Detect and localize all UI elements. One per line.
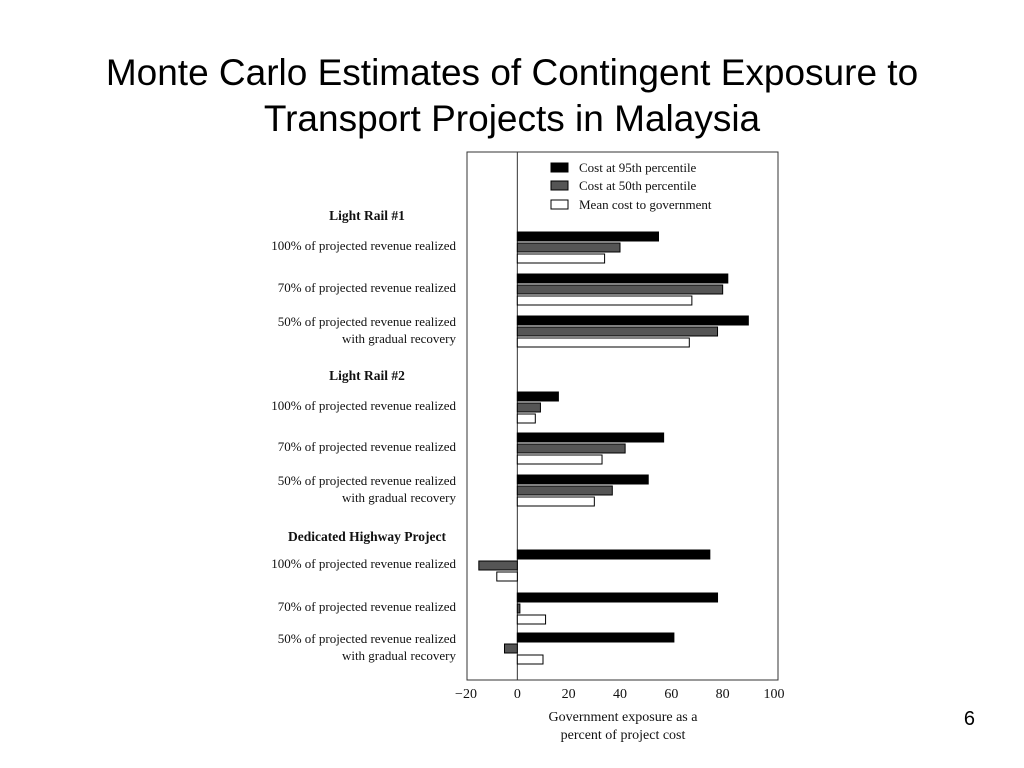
- x-axis-label-line-1: Government exposure as a: [549, 710, 699, 725]
- bar: [516, 454, 603, 465]
- category-label: with gradual recovery: [342, 331, 457, 346]
- legend-label: Cost at 95th percentile: [579, 160, 697, 175]
- x-tick-label: −20: [455, 687, 477, 702]
- category-label: 50% of projected revenue realized: [278, 631, 457, 646]
- bar: [516, 284, 724, 295]
- legend-label: Cost at 50th percentile: [579, 178, 697, 193]
- bar: [496, 571, 518, 582]
- slide-title-line-2: Transport Projects in Malaysia: [263, 98, 761, 139]
- category-label: 100% of projected revenue realized: [271, 398, 456, 413]
- bar: [504, 643, 518, 654]
- bar: [516, 242, 621, 253]
- category-label: 100% of projected revenue realized: [271, 238, 456, 253]
- x-tick-label: 40: [613, 687, 627, 702]
- x-tick-label: 20: [562, 687, 576, 702]
- category-label: 70% of projected revenue realized: [278, 280, 457, 295]
- bar: [478, 560, 518, 571]
- slide-title: Monte Carlo Estimates of Contingent Expo…: [0, 50, 1024, 142]
- category-label: 70% of projected revenue realized: [278, 599, 457, 614]
- bar: [516, 443, 626, 454]
- plot-frame: [466, 151, 779, 681]
- category-label: 50% of projected revenue realized: [278, 314, 457, 329]
- legend-swatch: [550, 162, 569, 173]
- category-label: 70% of projected revenue realized: [278, 439, 457, 454]
- bar: [516, 592, 719, 603]
- x-tick-label: 0: [514, 687, 521, 702]
- bar: [516, 496, 595, 507]
- group-header: Light Rail #2: [329, 368, 405, 383]
- group-header: Light Rail #1: [329, 208, 405, 223]
- x-axis-label-line-2: percent of project cost: [561, 728, 686, 743]
- bar: [516, 337, 690, 348]
- category-label: 100% of projected revenue realized: [271, 556, 456, 571]
- bar: [516, 402, 541, 413]
- page-number: 6: [963, 708, 975, 730]
- bar: [516, 273, 729, 284]
- bar: [516, 231, 659, 242]
- bar: [516, 549, 711, 560]
- bar: [516, 485, 613, 496]
- x-tick-label: 80: [716, 687, 730, 702]
- bar: [516, 253, 606, 264]
- category-label: with gradual recovery: [342, 490, 457, 505]
- bar: [516, 315, 749, 326]
- group-header: Dedicated Highway Project: [288, 529, 446, 544]
- bar: [516, 603, 521, 614]
- bar: [516, 326, 719, 337]
- bar: [516, 391, 559, 402]
- legend-swatch: [550, 180, 569, 191]
- bar: [516, 614, 547, 625]
- bar: [516, 432, 665, 443]
- bar: [516, 654, 544, 665]
- bar: [516, 413, 536, 424]
- legend-label: Mean cost to government: [579, 197, 712, 212]
- category-label: 50% of projected revenue realized: [278, 473, 457, 488]
- bar: [516, 295, 693, 306]
- bar: [516, 474, 649, 485]
- bar: [516, 632, 675, 643]
- x-tick-label: 100: [764, 687, 785, 702]
- x-tick-label: 60: [664, 687, 678, 702]
- legend-swatch: [550, 199, 569, 210]
- category-label: with gradual recovery: [342, 648, 457, 663]
- slide-title-line-1: Monte Carlo Estimates of Contingent Expo…: [105, 52, 919, 93]
